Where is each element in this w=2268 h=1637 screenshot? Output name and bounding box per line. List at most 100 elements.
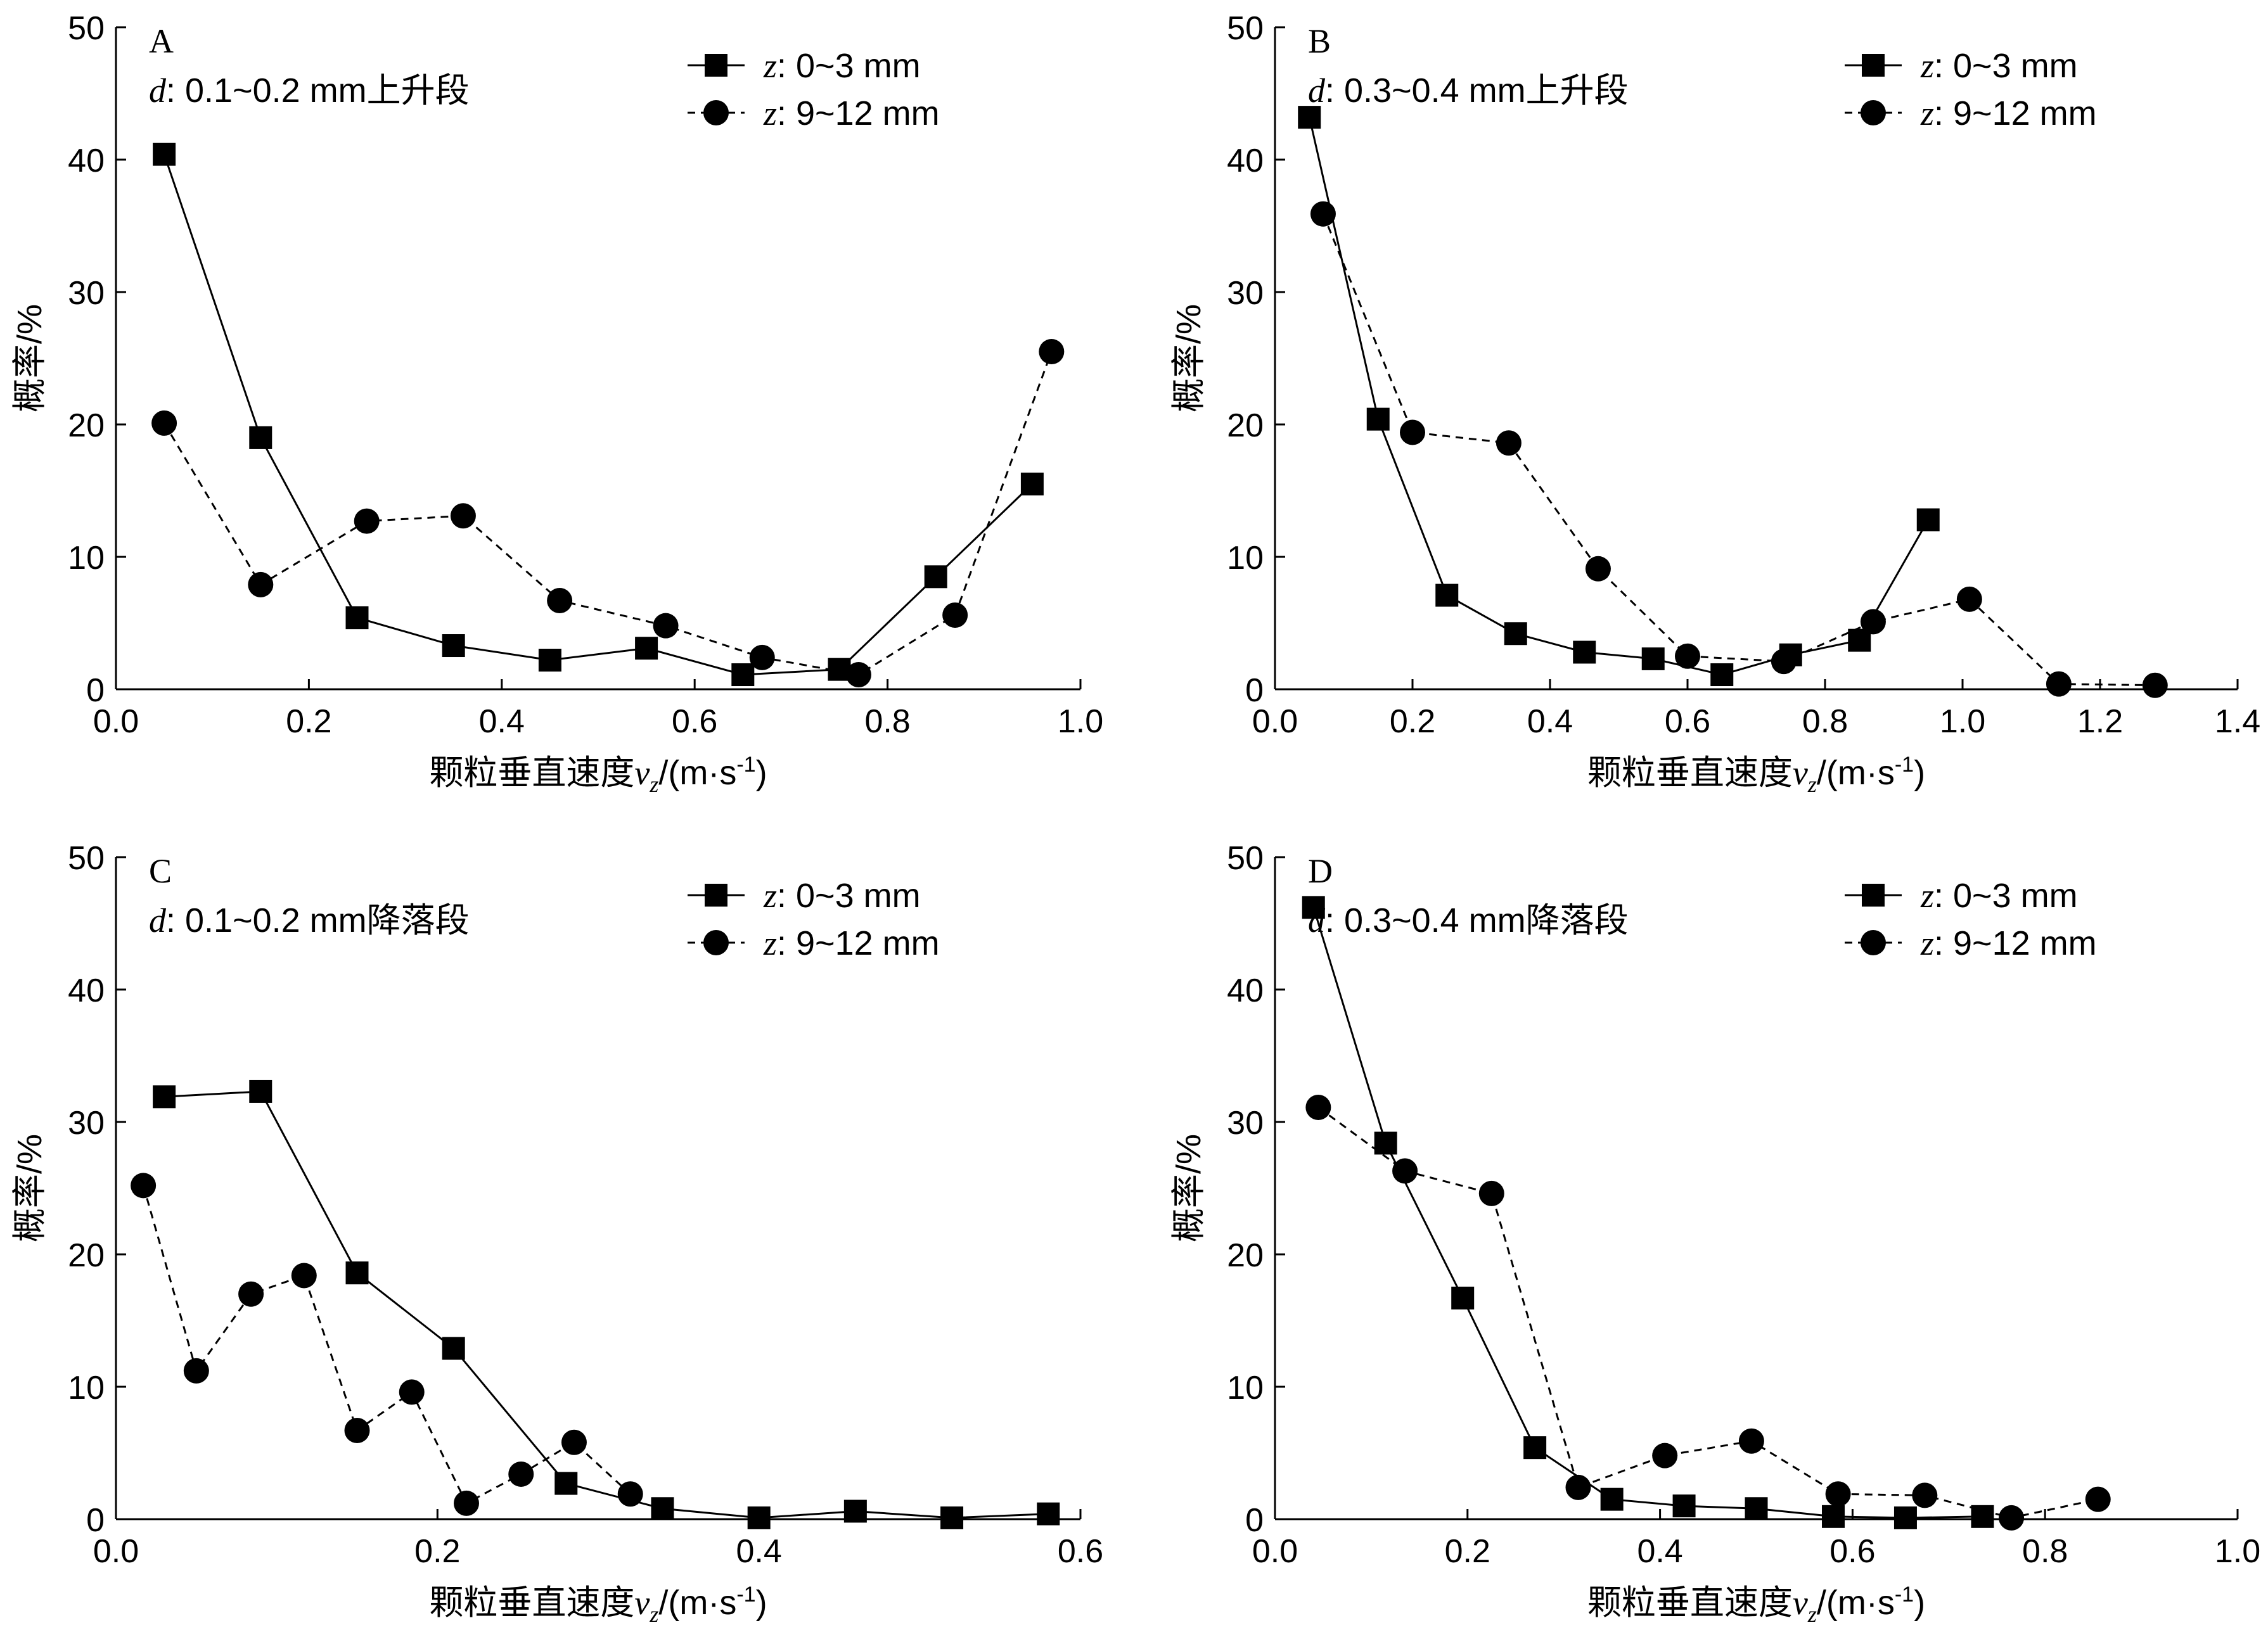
y-axis-label: 概率/% [11,304,49,412]
data-point-square [345,606,369,630]
data-point-square [249,426,272,449]
data-point-circle [291,1263,317,1289]
panel-label: B [1308,22,1331,60]
legend-label: z: 9~12 mm [1920,94,2097,132]
data-point-square [1037,1502,1060,1526]
data-point-square [554,1472,578,1495]
y-tick-label: 40 [68,143,105,179]
y-tick-label: 10 [1227,540,1264,576]
data-point-square [1745,1497,1768,1520]
y-tick-label: 40 [1227,972,1264,1009]
x-tick-label: 0.4 [736,1533,782,1570]
panel-annotation: d: 0.1~0.2 mm降落段 [149,901,470,940]
data-point-square [940,1506,964,1529]
y-tick-label: 20 [1227,1237,1264,1274]
series-line-2 [142,1185,631,1505]
data-point-circle [1675,643,1700,669]
x-tick-label: 0.6 [1665,703,1710,740]
legend-marker-circle [703,930,729,955]
y-tick-label: 40 [68,972,105,1009]
data-point-square [1600,1487,1624,1511]
chart-panel-d: 0 10 20 30 40 50 0.0 0.2 0.4 0.6 0.8 1.0 概率/% 颗粒垂直速度v… [1170,840,2260,1627]
legend-label: z: 0~3 mm [763,877,921,915]
y-tick-label: 10 [1227,1370,1264,1406]
data-point-square [747,1506,771,1529]
legend-marker-circle [1861,930,1886,955]
x-tick-label: 0.6 [1829,1533,1875,1570]
data-point-circle [1860,609,1886,635]
data-point-square [442,634,465,658]
y-tick-label: 0 [1245,672,1264,709]
data-point-square [1435,583,1459,607]
data-point-square [1504,622,1527,646]
y-tick-label: 20 [68,1237,105,1274]
data-point-square [1451,1286,1475,1309]
x-tick-label: 0.4 [1527,703,1573,740]
legend-label: z: 9~12 mm [763,924,940,962]
data-point-circle [399,1379,425,1405]
series-line-1 [163,154,1033,676]
data-point-circle [1956,586,1982,612]
y-tick-label: 20 [68,407,105,444]
data-point-square [249,1080,272,1103]
data-point-square [1366,407,1390,431]
data-point-square [1523,1436,1547,1460]
data-point-square [1893,1506,1917,1529]
y-tick-label: 50 [68,840,105,877]
x-axis-label: 颗粒垂直速度vz/(m·s-1) [429,753,767,797]
data-point-square [651,1497,674,1520]
x-tick-label: 0.6 [1058,1533,1103,1570]
data-point-square [538,649,561,672]
data-point-circle [1999,1505,2025,1531]
series-line-1 [1308,117,1930,676]
data-point-circle [617,1481,643,1507]
data-point-circle [1565,1474,1591,1500]
data-point-square [1298,106,1321,129]
series-line-2 [1322,213,2155,687]
data-point-square [843,1500,867,1523]
data-point-square [153,1085,176,1109]
x-axis-label: 颗粒垂直速度vz/(m·s-1) [1587,753,1925,797]
data-point-square [1020,473,1044,496]
data-point-square [1710,663,1734,687]
y-axis-label: 概率/% [1170,1134,1208,1242]
data-point-circle [1039,339,1065,365]
chart-panel-c: 0 10 20 30 40 50 0.0 0.2 0.4 0.6 概率/% 颗粒垂直速度vz/(m·s… [11,840,1103,1627]
y-tick-label: 50 [68,10,105,47]
x-tick-label: 0.8 [864,703,910,740]
data-point-circle [749,644,775,670]
data-point-square [1573,640,1596,664]
data-point-circle [344,1417,370,1443]
data-point-circle [1912,1482,1938,1508]
data-point-square [635,637,658,660]
legend-marker-circle [1861,100,1886,125]
y-tick-label: 0 [1245,1502,1264,1539]
data-point-square [1641,647,1665,670]
y-tick-label: 30 [68,1105,105,1142]
series-line-1 [1312,907,1983,1519]
data-point-circle [1400,419,1425,445]
data-point-circle [508,1461,534,1487]
y-tick-label: 0 [86,1502,105,1539]
data-point-circle [238,1281,264,1307]
x-tick-label: 0.8 [1802,703,1848,740]
x-tick-label: 0.0 [1252,1533,1298,1570]
y-tick-label: 50 [1227,840,1264,877]
data-point-circle [1478,1180,1504,1206]
panel-label: D [1308,852,1333,890]
x-tick-label: 1.0 [2215,1533,2260,1570]
x-tick-label: 1.2 [2077,703,2123,740]
y-axis-label: 概率/% [1170,304,1208,412]
x-tick-label: 0.0 [93,1533,139,1570]
x-tick-label: 0.8 [2022,1533,2068,1570]
data-point-circle [1310,201,1336,227]
data-point-circle [653,613,679,639]
legend-label: z: 0~3 mm [763,47,921,85]
y-tick-label: 30 [1227,275,1264,312]
legend-marker-circle [703,100,729,125]
x-tick-label: 0.4 [1637,1533,1682,1570]
data-point-circle [453,1490,479,1516]
x-axis-label: 颗粒垂直速度vz/(m·s-1) [1587,1583,1925,1627]
x-tick-label: 1.4 [2215,703,2260,740]
legend-label: z: 9~12 mm [763,94,940,132]
